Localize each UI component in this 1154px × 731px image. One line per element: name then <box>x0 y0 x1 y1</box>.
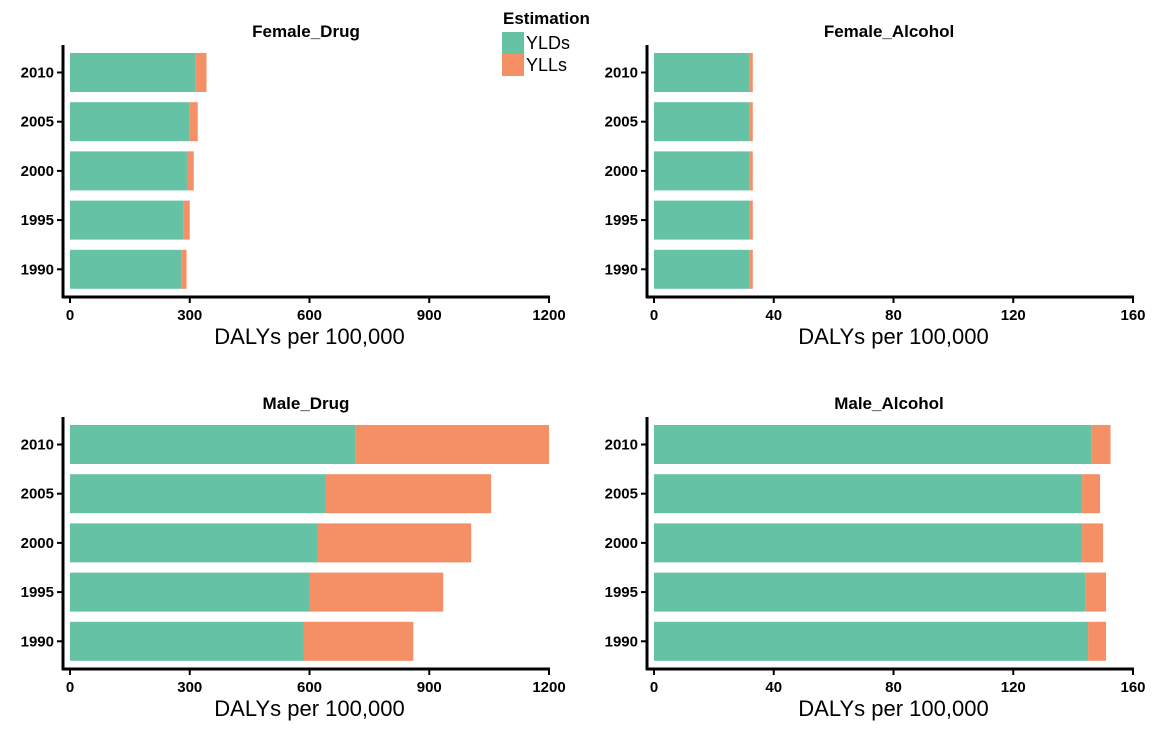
x-tick-label-female-alcohol-160: 160 <box>1120 307 1145 324</box>
y-tick-label-male-drug-2010: 2010 <box>21 437 54 454</box>
x-axis-label-female-drug: DALYs per 100,000 <box>214 324 404 349</box>
bar-male-drug-2010-ylls <box>355 425 549 464</box>
panel-title-female-drug: Female_Drug <box>252 22 360 41</box>
legend-swatch-ylds <box>502 32 524 54</box>
bar-male-alcohol-2000-ylls <box>1082 523 1104 563</box>
y-tick-label-female-alcohol-1995: 1995 <box>605 212 638 229</box>
x-tick-label-male-alcohol-40: 40 <box>765 679 782 696</box>
bar-male-alcohol-1995-ylls <box>1085 572 1107 612</box>
bar-female-drug-2005-ylds <box>70 102 190 142</box>
bar-male-drug-1990-ylls <box>303 621 414 661</box>
x-tick-label-female-alcohol-0: 0 <box>650 307 658 324</box>
bar-male-alcohol-1995-ylds <box>654 572 1086 612</box>
bar-male-drug-2000-ylds <box>70 523 318 563</box>
bar-male-drug-2005-ylls <box>325 474 492 514</box>
legend-item-ylds: YLDs <box>502 32 602 54</box>
bar-female-alcohol-2010-ylls <box>749 53 753 92</box>
x-tick-label-male-alcohol-80: 80 <box>885 679 902 696</box>
y-tick-label-female-drug-2010: 2010 <box>21 65 54 82</box>
bar-female-drug-2005-ylls <box>189 102 198 142</box>
y-tick-label-male-drug-2000: 2000 <box>21 535 54 552</box>
panel-title-male-drug: Male_Drug <box>263 394 350 413</box>
y-tick-label-male-alcohol-2000: 2000 <box>605 535 638 552</box>
x-axis-label-female-alcohol: DALYs per 100,000 <box>798 324 988 349</box>
x-tick-label-male-drug-300: 300 <box>177 679 202 696</box>
bar-female-drug-1990-ylds <box>70 249 182 289</box>
y-tick-label-female-drug-2000: 2000 <box>21 163 54 180</box>
legend: Estimation YLDs YLLs <box>500 6 610 86</box>
y-tick-label-female-drug-1995: 1995 <box>21 212 54 229</box>
bar-male-drug-1995-ylls <box>309 572 444 612</box>
bar-female-alcohol-2000-ylds <box>654 151 750 191</box>
bar-female-drug-1995-ylls <box>183 200 190 240</box>
bar-female-drug-2010-ylls <box>195 53 207 92</box>
y-tick-label-male-alcohol-1990: 1990 <box>605 633 638 650</box>
x-tick-label-male-alcohol-120: 120 <box>1001 679 1026 696</box>
x-tick-label-female-drug-600: 600 <box>297 307 322 324</box>
y-tick-label-male-alcohol-2010: 2010 <box>605 437 638 454</box>
y-tick-label-male-alcohol-2005: 2005 <box>605 486 638 503</box>
legend-label-ylds: YLDs <box>526 33 571 53</box>
bar-female-alcohol-2005-ylds <box>654 102 750 142</box>
panel-title-male-alcohol: Male_Alcohol <box>834 394 944 413</box>
bar-male-alcohol-1990-ylds <box>654 621 1089 661</box>
y-tick-label-male-drug-1995: 1995 <box>21 584 54 601</box>
bar-male-drug-2010-ylds <box>70 425 356 464</box>
bar-female-drug-1995-ylds <box>70 200 184 240</box>
legend-title: Estimation <box>503 9 590 28</box>
bar-male-alcohol-2010-ylls <box>1091 425 1111 464</box>
bar-male-drug-1995-ylds <box>70 572 310 612</box>
y-tick-label-female-drug-1990: 1990 <box>21 261 54 278</box>
x-tick-label-female-alcohol-80: 80 <box>885 307 902 324</box>
bar-male-drug-1990-ylds <box>70 621 304 661</box>
bar-male-alcohol-2005-ylls <box>1082 474 1101 514</box>
bar-male-alcohol-2010-ylds <box>654 425 1092 464</box>
bar-female-drug-2000-ylds <box>70 151 187 191</box>
legend-swatch-ylls <box>502 54 524 76</box>
bar-female-drug-2000-ylls <box>186 151 194 191</box>
x-axis-label-male-alcohol: DALYs per 100,000 <box>798 696 988 721</box>
bar-female-alcohol-1995-ylds <box>654 200 750 240</box>
bar-female-alcohol-2005-ylls <box>749 102 753 142</box>
bar-female-drug-2010-ylds <box>70 53 196 92</box>
bar-female-alcohol-2000-ylls <box>749 151 753 191</box>
legend-item-ylls: YLLs <box>502 54 602 76</box>
x-tick-label-male-drug-900: 900 <box>417 679 442 696</box>
bar-female-alcohol-1990-ylds <box>654 249 750 289</box>
x-tick-label-female-drug-0: 0 <box>66 307 74 324</box>
x-tick-label-male-drug-1200: 1200 <box>532 679 565 696</box>
x-tick-label-female-drug-900: 900 <box>417 307 442 324</box>
y-tick-label-female-alcohol-2000: 2000 <box>605 163 638 180</box>
bar-female-alcohol-1995-ylls <box>749 200 753 240</box>
x-tick-label-female-alcohol-40: 40 <box>765 307 782 324</box>
y-tick-label-male-drug-1990: 1990 <box>21 633 54 650</box>
y-tick-label-female-alcohol-1990: 1990 <box>605 261 638 278</box>
y-tick-label-female-alcohol-2005: 2005 <box>605 114 638 131</box>
bar-male-alcohol-1990-ylls <box>1088 621 1107 661</box>
bar-female-drug-1990-ylls <box>181 249 187 289</box>
x-tick-label-female-drug-1200: 1200 <box>532 307 565 324</box>
bar-male-drug-2000-ylls <box>317 523 472 563</box>
bar-female-alcohol-1990-ylls <box>749 249 753 289</box>
x-tick-label-female-drug-300: 300 <box>177 307 202 324</box>
y-tick-label-female-alcohol-2010: 2010 <box>605 65 638 82</box>
y-tick-label-female-drug-2005: 2005 <box>21 114 54 131</box>
panel-title-female-alcohol: Female_Alcohol <box>824 22 954 41</box>
x-tick-label-male-drug-0: 0 <box>66 679 74 696</box>
legend-label-ylls: YLLs <box>526 55 568 75</box>
y-tick-label-male-drug-2005: 2005 <box>21 486 54 503</box>
x-axis-label-male-drug: DALYs per 100,000 <box>214 696 404 721</box>
bar-male-alcohol-2000-ylds <box>654 523 1083 563</box>
bar-male-alcohol-2005-ylds <box>654 474 1083 514</box>
bar-male-drug-2005-ylds <box>70 474 326 514</box>
y-tick-label-male-alcohol-1995: 1995 <box>605 584 638 601</box>
x-tick-label-male-alcohol-160: 160 <box>1120 679 1145 696</box>
x-tick-label-female-alcohol-120: 120 <box>1001 307 1026 324</box>
x-tick-label-male-drug-600: 600 <box>297 679 322 696</box>
bar-female-alcohol-2010-ylds <box>654 53 750 92</box>
x-tick-label-male-alcohol-0: 0 <box>650 679 658 696</box>
